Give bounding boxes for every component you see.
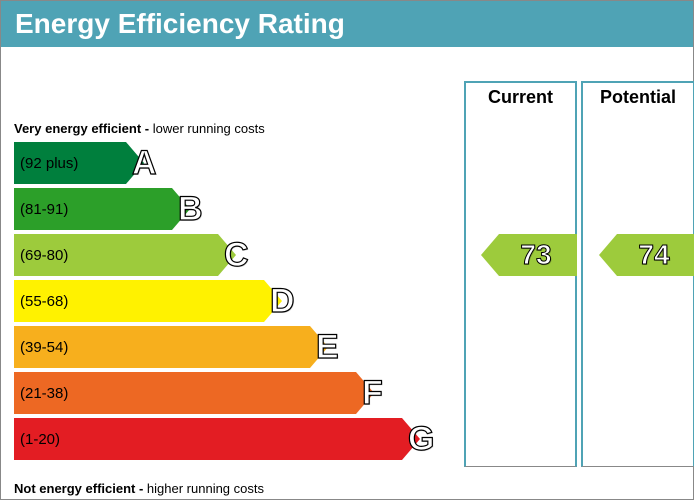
band-range: (39-54) <box>20 339 68 356</box>
caption-bottom-bold: Not energy efficient - <box>14 481 147 496</box>
column-potential <box>581 111 694 467</box>
band-letter: F <box>362 374 383 413</box>
caption-top-bold: Very energy efficient - <box>14 121 153 136</box>
band-b: (81-91) B <box>14 188 402 230</box>
band-c: (69-80) C <box>14 234 402 276</box>
band-letter: D <box>270 282 295 321</box>
band-f: (21-38) F <box>14 372 402 414</box>
header-current: Current <box>464 81 577 111</box>
chart-body: Current Potential Very energy efficient … <box>1 47 693 501</box>
band-range: (1-20) <box>20 431 60 448</box>
band-e: (39-54) E <box>14 326 402 368</box>
band-letter: B <box>178 190 203 229</box>
band-letter: C <box>224 236 249 275</box>
rating-current-badge: 73 <box>499 234 577 276</box>
band-g: (1-20)G <box>14 418 402 460</box>
band-d: (55-68) D <box>14 280 402 322</box>
chart-title: Energy Efficiency Rating <box>15 8 345 40</box>
caption-top-rest: lower running costs <box>153 121 265 136</box>
caption-bottom: Not energy efficient - higher running co… <box>14 481 264 496</box>
column-headers: Current Potential <box>464 81 694 111</box>
band-range: (69-80) <box>20 247 68 264</box>
caption-top: Very energy efficient - lower running co… <box>14 121 265 136</box>
band-range: (55-68) <box>20 293 68 310</box>
band-bar <box>14 418 402 460</box>
band-letter: E <box>316 328 339 367</box>
band-a: (92 plus) A <box>14 142 402 184</box>
header-potential: Potential <box>581 81 694 111</box>
band-range: (81-91) <box>20 201 68 218</box>
band-range: (92 plus) <box>20 155 78 172</box>
band-letter: A <box>132 144 157 183</box>
chart-title-bar: Energy Efficiency Rating <box>1 1 693 47</box>
caption-bottom-rest: higher running costs <box>147 481 264 496</box>
rating-bands: (92 plus) A (81-91) B (69-80) C (55-68) D (39-54… <box>14 142 402 464</box>
rating-current-value: 73 <box>520 239 551 271</box>
rating-potential-badge: 74 <box>617 234 694 276</box>
rating-potential-value: 74 <box>638 239 669 271</box>
band-letter: G <box>408 420 434 459</box>
band-range: (21-38) <box>20 385 68 402</box>
epc-chart: Energy Efficiency Rating Current Potenti… <box>0 0 694 500</box>
column-current <box>464 111 577 467</box>
